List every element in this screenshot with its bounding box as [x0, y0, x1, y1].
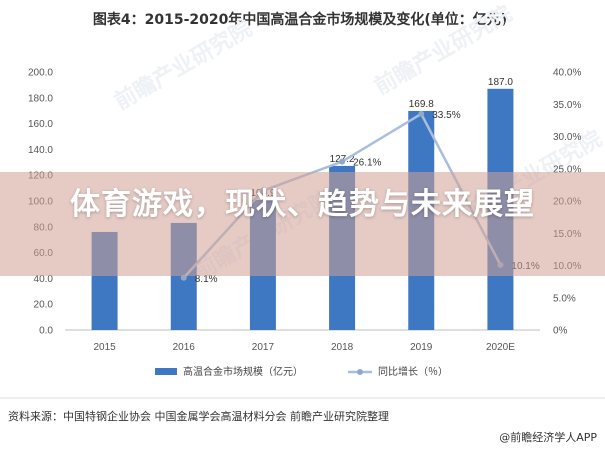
watermark-text: 前瞻产业研究院: [110, 16, 256, 116]
legend-bar-swatch: [155, 368, 177, 375]
y-right-tick-label: 25.0%: [553, 164, 581, 175]
line-data-label: 26.1%: [353, 158, 381, 169]
y-left-tick-label: 140.0: [28, 145, 53, 156]
y-left-tick-label: 160.0: [28, 119, 53, 130]
overlay-title: 体育游戏，现状、趋势与未来展望: [70, 187, 535, 222]
y-left-tick-label: 40.0: [34, 274, 54, 285]
legend-bar-label: 高温合金市场规模（亿元）: [183, 365, 303, 378]
x-tick-label: 2016: [173, 342, 196, 353]
line-point: [339, 158, 346, 165]
bar-data-label: 169.8: [409, 99, 434, 110]
y-right-tick-label: 35.0%: [553, 100, 581, 111]
legend-line-label: 同比增长（％）: [378, 365, 448, 378]
source-note: 资料来源：中国特钢企业协会 中国金属学会高温材料分会 前瞻产业研究院整理: [8, 409, 389, 423]
y-right-tick-label: 30.0%: [553, 132, 581, 143]
x-tick-label: 2018: [331, 342, 354, 353]
line-data-label: 8.1%: [195, 274, 218, 285]
line-point: [418, 110, 425, 117]
x-tick-label: 2019: [410, 342, 433, 353]
y-left-tick-label: 180.0: [28, 93, 53, 104]
chart-title: 图表4：2015-2020年中国高温合金市场规模及变化(单位：亿元): [93, 11, 507, 28]
bar-data-label: 187.0: [488, 77, 513, 88]
y-left-tick-label: 20.0: [34, 300, 54, 311]
y-left-tick-label: 200.0: [28, 68, 53, 79]
x-tick-label: 2015: [93, 342, 116, 353]
legend: 高温合金市场规模（亿元） 同比增长（％）: [155, 365, 448, 378]
line-data-label: 33.5%: [432, 110, 460, 121]
y-right-tick-label: 5.0%: [553, 293, 576, 304]
x-tick-label: 2017: [252, 342, 275, 353]
x-tick-label: 2020E: [486, 342, 515, 353]
y-right-tick-label: 0%: [553, 326, 568, 337]
y-right-tick-label: 40.0%: [553, 68, 581, 79]
legend-line-marker: [357, 369, 363, 375]
y-left-tick-label: 0.0: [39, 326, 53, 337]
overlay-band: [0, 172, 605, 276]
brand-label: @前瞻经济学人APP: [499, 430, 597, 444]
line-point: [180, 274, 187, 281]
